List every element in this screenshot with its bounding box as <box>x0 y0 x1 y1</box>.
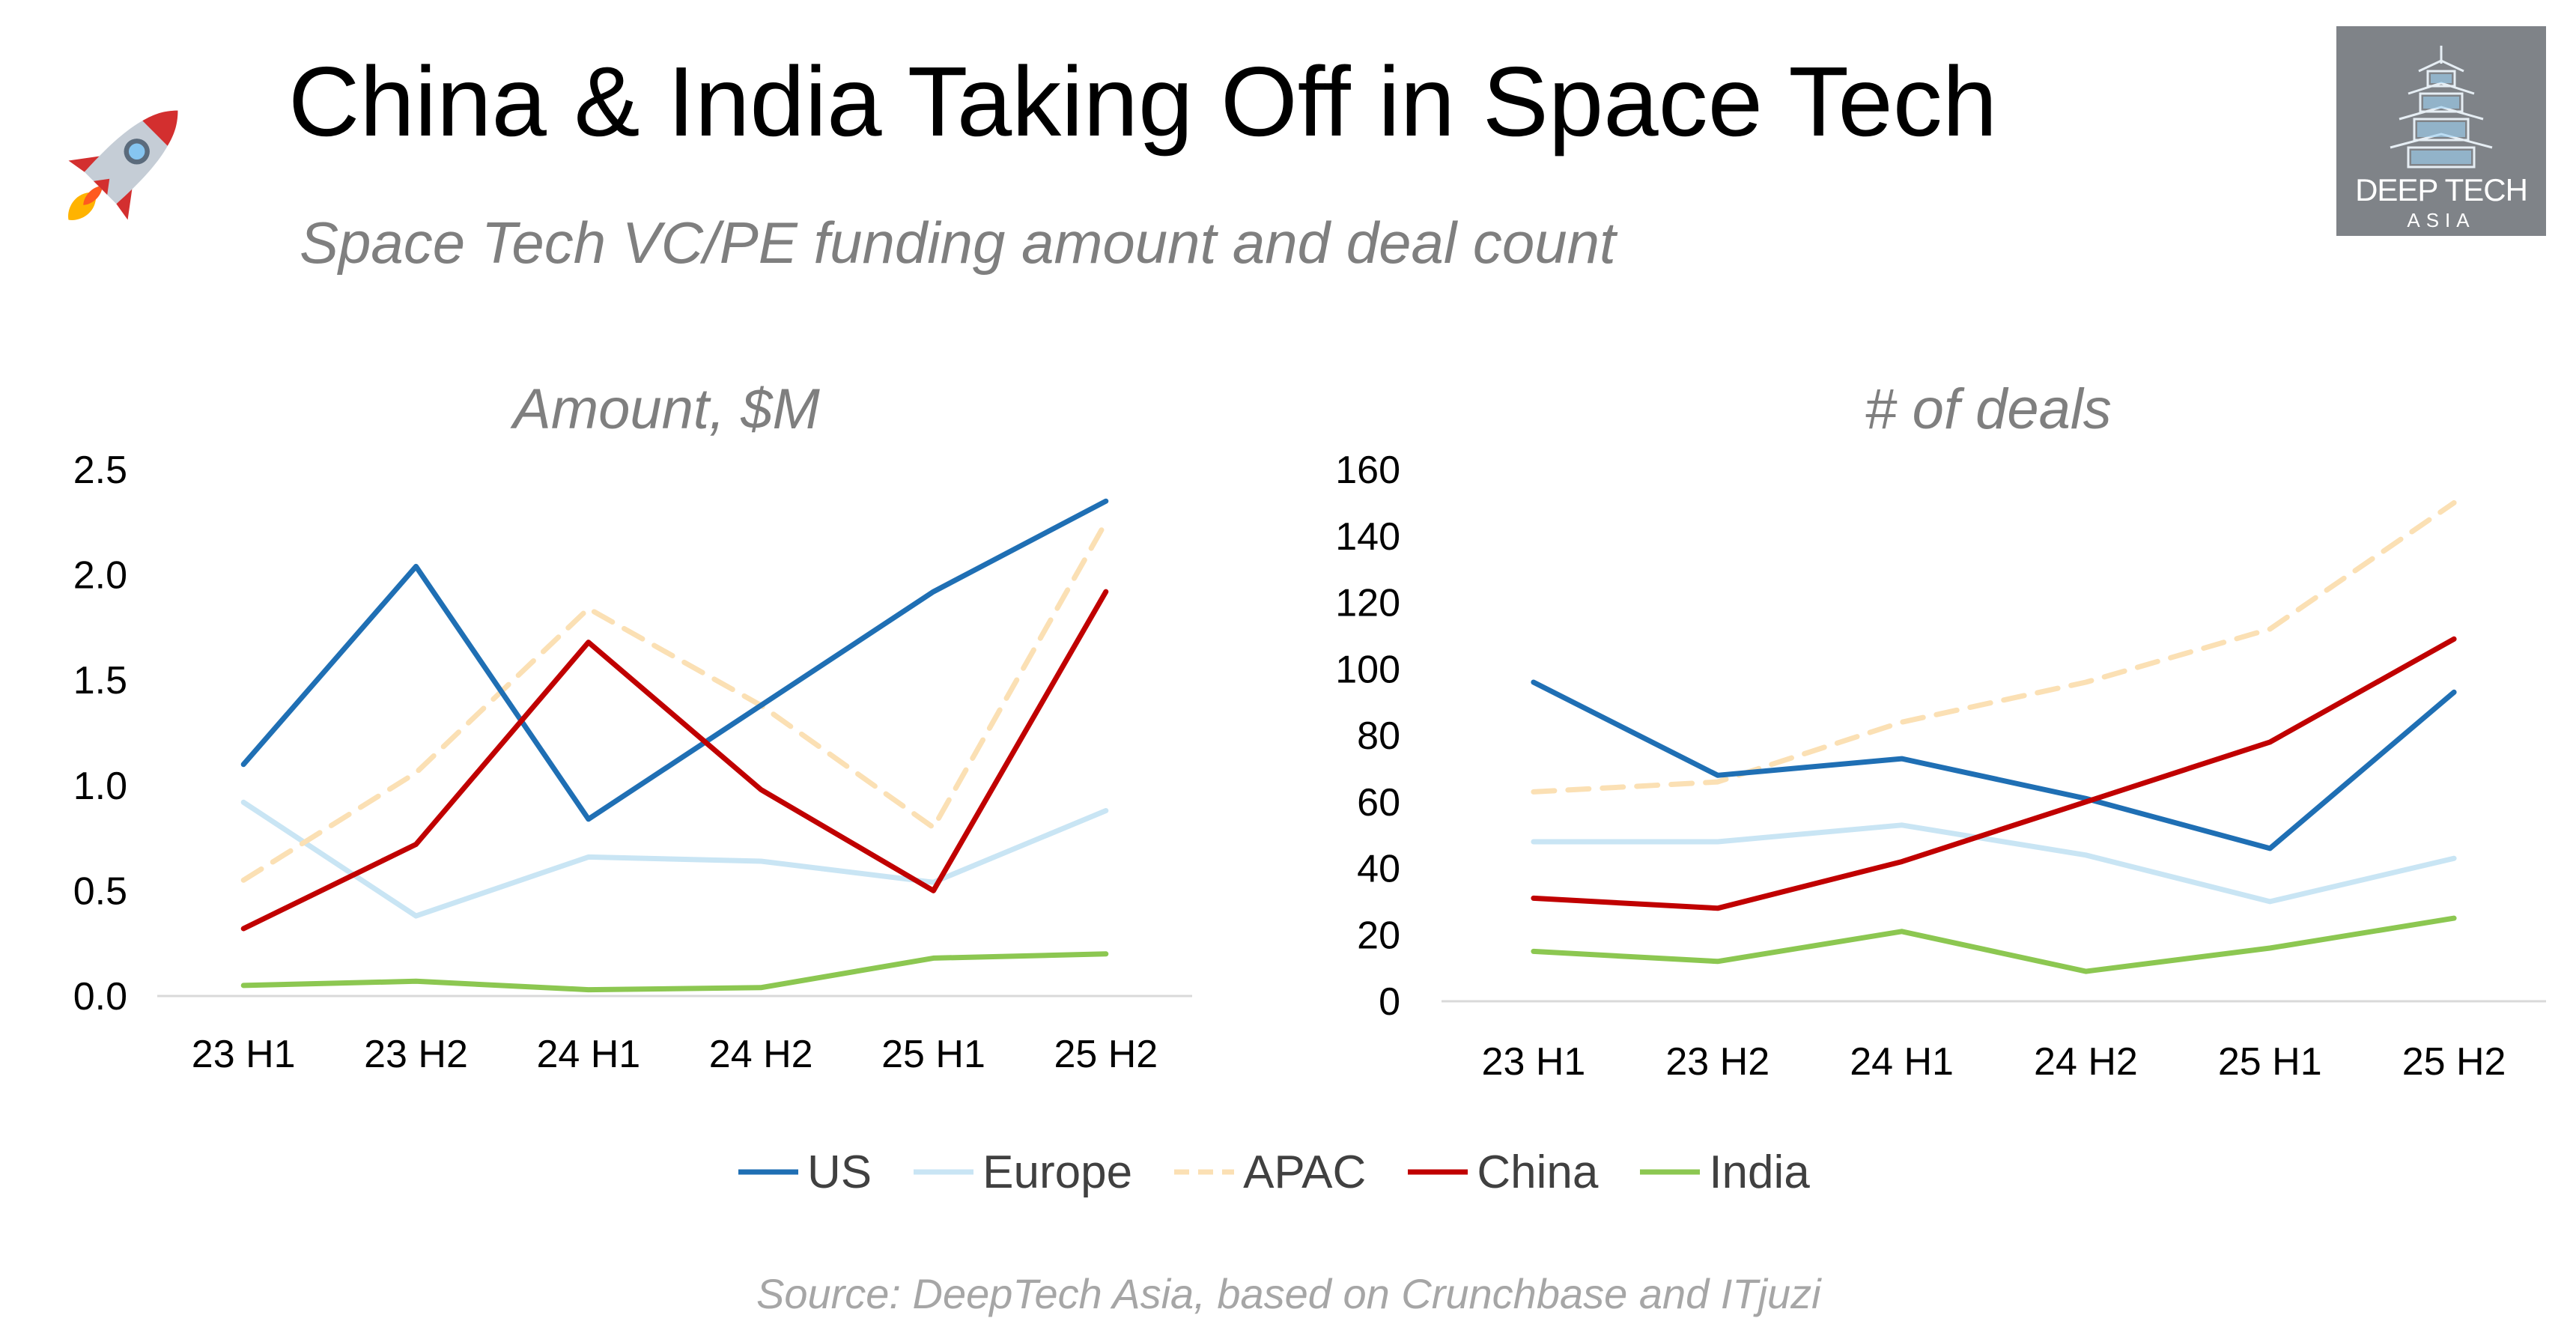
amount-series-europe <box>240 799 1109 919</box>
legend-label: Europe <box>982 1146 1133 1198</box>
deals-chart-title: # of deals <box>1865 377 2112 441</box>
deals-x-tick-label: 25 H1 <box>2218 1040 2322 1084</box>
amount-y-tick-label: 1.5 <box>73 659 127 702</box>
amount-x-tick-label: 24 H1 <box>536 1033 640 1076</box>
legend-swatch <box>1408 1169 1468 1175</box>
chart-legend: US Europe APAC China India <box>734 1146 1847 1198</box>
legend-swatch <box>738 1169 798 1175</box>
amount-series-us <box>240 498 1109 822</box>
legend-swatch <box>1174 1169 1235 1175</box>
legend-item-apac: APAC <box>1170 1146 1366 1199</box>
legend-swatch <box>1640 1169 1701 1175</box>
amount-x-tick-label: 24 H2 <box>709 1033 813 1076</box>
page-title: China & India Taking Off in Space Tech <box>288 46 1998 157</box>
deals-y-tick-label: 0 <box>1379 980 1400 1024</box>
amount-series-apac <box>240 519 1109 883</box>
deals-y-tick-label: 40 <box>1357 848 1400 891</box>
deals-y-tick-label: 120 <box>1335 582 1400 625</box>
amount-y-tick-label: 0.5 <box>73 869 127 913</box>
legend-label: China <box>1477 1146 1599 1198</box>
deals-y-tick-label: 160 <box>1335 449 1400 492</box>
amount-x-tick-label: 23 H1 <box>192 1033 296 1076</box>
rocket-icon <box>68 110 178 220</box>
legend-label: APAC <box>1243 1146 1367 1198</box>
deals-x-tick-label: 25 H2 <box>2402 1040 2506 1084</box>
legend-item-europe: Europe <box>909 1146 1132 1199</box>
deals-series-apac <box>1531 500 2457 795</box>
amount-y-tick-label: 1.0 <box>73 765 127 808</box>
deals-series-india <box>1531 915 2457 974</box>
deals-series-china <box>1531 636 2457 911</box>
amount-x-tick-label: 23 H2 <box>364 1033 468 1076</box>
logo-text-sub: ASIA <box>2407 209 2476 231</box>
deeptech-asia-logo: DEEP TECH ASIA <box>2336 26 2546 236</box>
amount-chart-title: Amount, $M <box>510 377 820 441</box>
deals-series-us <box>1531 679 2457 851</box>
deals-x-tick-label: 23 H2 <box>1665 1040 1770 1084</box>
amount-y-tick-label: 2.5 <box>73 449 127 492</box>
legend-label: India <box>1709 1146 1810 1198</box>
legend-swatch <box>914 1169 974 1175</box>
legend-item-china: China <box>1403 1146 1598 1199</box>
amount-series-india <box>240 951 1109 993</box>
amount-y-tick-label: 0.0 <box>73 975 127 1018</box>
deals-y-tick-label: 20 <box>1357 914 1400 957</box>
amount-x-tick-label: 25 H2 <box>1054 1033 1158 1076</box>
source-note: Source: DeepTech Asia, based on Crunchba… <box>756 1270 1821 1317</box>
deals-x-tick-label: 24 H2 <box>2034 1040 2138 1084</box>
page-subtitle: Space Tech VC/PE funding amount and deal… <box>300 210 1616 276</box>
deals-y-tick-label: 80 <box>1357 714 1400 758</box>
deals-y-tick-label: 100 <box>1335 648 1400 691</box>
amount-series-china <box>240 589 1109 932</box>
deals-y-tick-label: 60 <box>1357 781 1400 825</box>
amount-y-tick-label: 2.0 <box>73 554 127 598</box>
deals-series-europe <box>1531 822 2457 905</box>
deals-x-tick-label: 23 H1 <box>1482 1040 1586 1084</box>
amount-x-tick-label: 25 H1 <box>881 1033 985 1076</box>
deals-x-tick-label: 24 H1 <box>1850 1040 1954 1084</box>
legend-item-india: India <box>1635 1146 1810 1199</box>
legend-label: US <box>807 1146 872 1198</box>
deals-y-tick-label: 140 <box>1335 515 1400 559</box>
pagoda-icon <box>2390 46 2493 168</box>
logo-text-main: DEEP TECH <box>2355 172 2528 207</box>
legend-item-us: US <box>734 1146 872 1199</box>
